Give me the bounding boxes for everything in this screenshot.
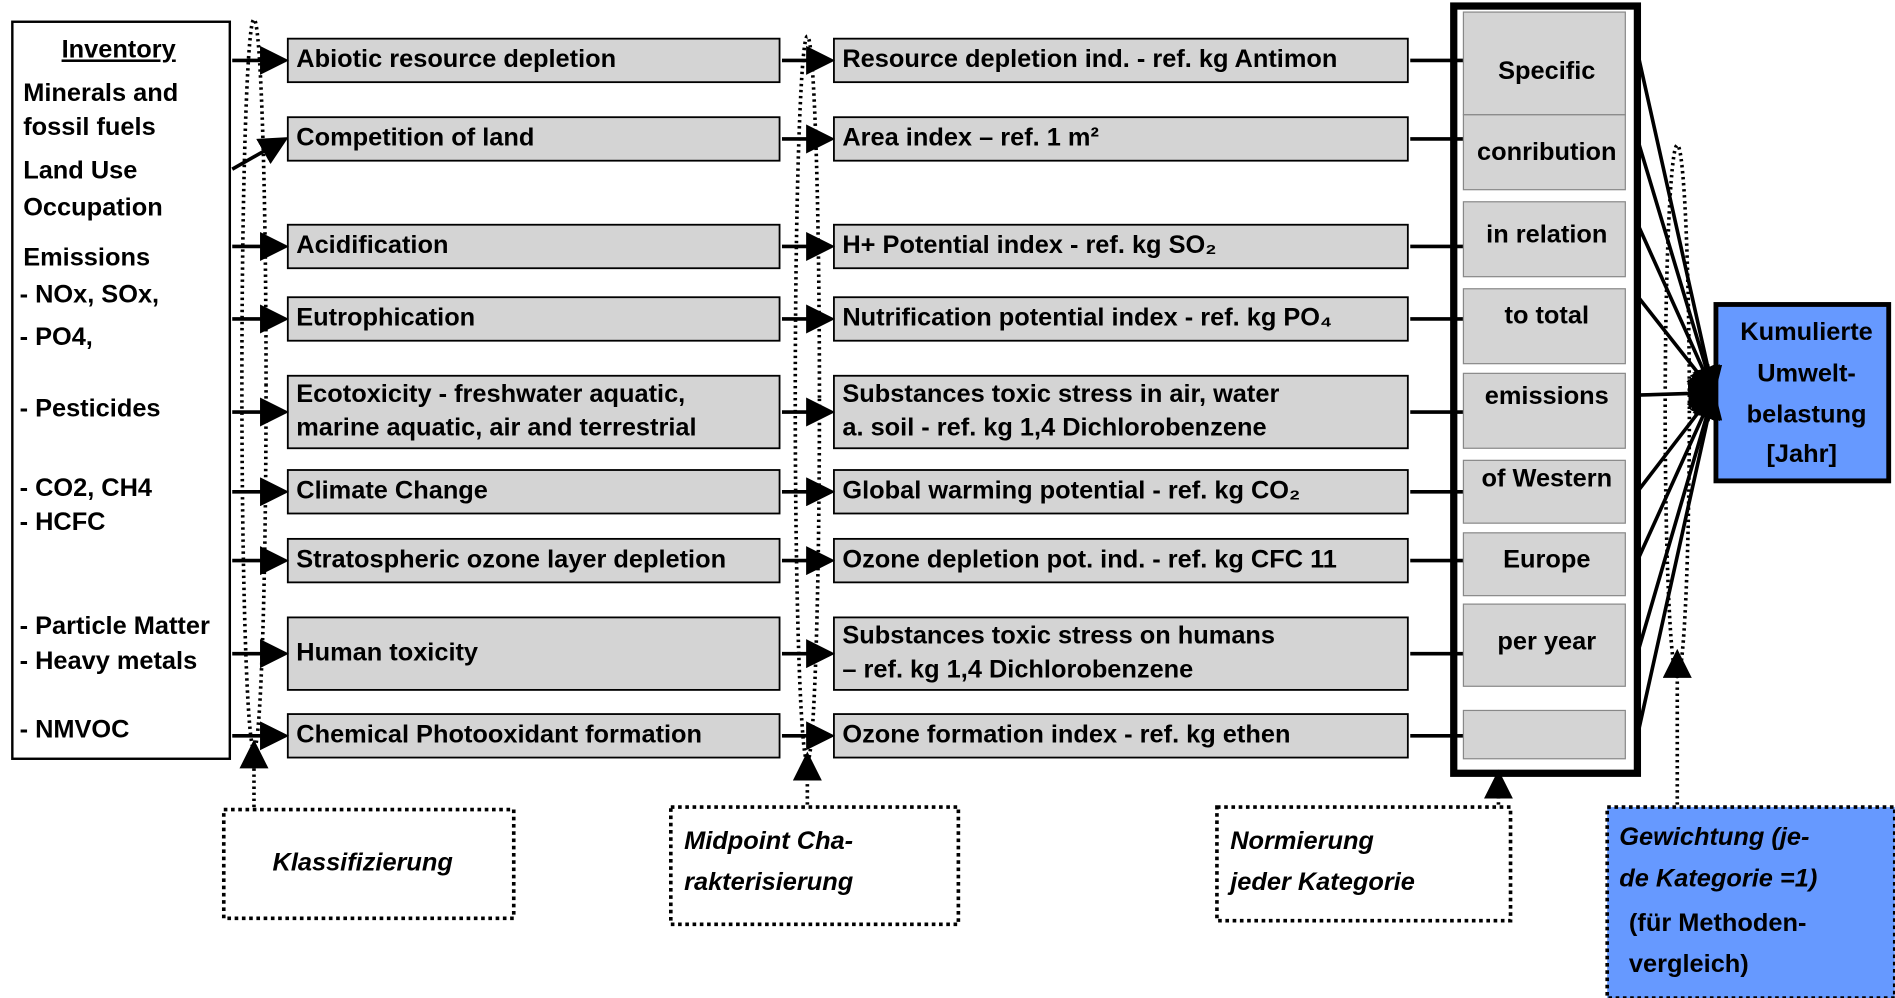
indicator-label: Ozone formation index - ref. kg ethen [842, 721, 1290, 749]
normalization-label: in relation [1486, 220, 1607, 248]
arrow [1635, 51, 1723, 397]
arrow [231, 137, 289, 171]
category-label: Ecotoxicity - freshwater aquatic, [296, 380, 685, 408]
normalization-cell [1462, 709, 1626, 760]
normalization-cell [1462, 532, 1626, 597]
normalization-cell [1462, 11, 1626, 116]
inventory-item: fossil fuels [23, 113, 155, 141]
category-label: marine aquatic, air and terrestrial [296, 414, 696, 442]
step-label: Midpoint Cha- [684, 827, 853, 855]
normalization-cell [1462, 372, 1626, 449]
indicator-box [833, 116, 1409, 162]
inventory-box [11, 20, 232, 760]
result-box [1713, 302, 1892, 484]
step-label: Gewichtung (je- [1619, 823, 1809, 851]
category-box [286, 374, 781, 450]
indicator-label: Nutrification potential index - ref. kg … [842, 304, 1332, 332]
normalization-label: conribution [1477, 138, 1616, 166]
step-label: Normierung [1230, 827, 1374, 855]
normalization-label: Specific [1498, 57, 1595, 85]
indicator-box [833, 296, 1409, 342]
inventory-item: Minerals and [23, 79, 178, 107]
normalization-label: of Western [1481, 464, 1612, 492]
inventory-item: - Heavy metals [20, 647, 198, 675]
step-label: de Kategorie =1) [1619, 864, 1817, 892]
indicator-box [833, 469, 1409, 515]
indicator-box [833, 223, 1409, 270]
normalization-cell [1462, 603, 1626, 687]
result-label: belastung [1747, 400, 1867, 428]
inventory-item: Land Use [23, 156, 137, 184]
arrow [1635, 389, 1723, 737]
category-label: Human toxicity [296, 638, 478, 666]
indicator-box [833, 713, 1409, 759]
inventory-item: - Pesticides [20, 394, 161, 422]
indicator-label: H+ Potential index - ref. kg SO₂ [842, 231, 1216, 259]
category-box [286, 713, 781, 759]
step-box [1215, 805, 1513, 923]
indicator-label: a. soil - ref. kg 1,4 Dichlorobenzene [842, 414, 1266, 442]
indicator-label: Substances toxic stress in air, water [842, 380, 1279, 408]
step-box [221, 807, 516, 921]
category-box [286, 469, 781, 515]
normalization-label: per year [1497, 627, 1596, 655]
arrow [1637, 378, 1718, 408]
indicator-label: Area index – ref. 1 m² [842, 124, 1099, 152]
indicator-label: Global warming potential - ref. kg CO₂ [842, 476, 1300, 504]
inventory-item: - Particle Matter [20, 612, 210, 640]
arrow [1635, 294, 1716, 396]
inventory-item: - HCFC [20, 508, 106, 536]
step-label: Klassifizierung [273, 849, 454, 877]
step-label: jeder Kategorie [1227, 868, 1415, 896]
indicator-box [833, 37, 1409, 84]
inventory-item: - NMVOC [20, 716, 130, 744]
step-box [1605, 805, 1895, 998]
normalization-cell [1462, 459, 1626, 524]
arrow [1635, 389, 1721, 655]
step-note: (für Methoden- [1629, 909, 1806, 937]
indicator-label: Ozone depletion pot. ind. - ref. kg CFC … [842, 545, 1337, 573]
inventory-item: Emissions [23, 243, 150, 271]
step-box [669, 805, 961, 927]
normalization-label: emissions [1485, 382, 1609, 410]
indicator-box [833, 616, 1409, 691]
inventory-item: - PO4, [20, 323, 93, 351]
step-label: rakterisierung [684, 868, 854, 896]
indicator-box [833, 374, 1409, 450]
inventory-title: Inventory [62, 35, 176, 63]
category-box [286, 37, 781, 84]
category-label: Abiotic resource depletion [296, 45, 616, 73]
category-label: Chemical Photooxidant formation [296, 721, 702, 749]
category-label: Eutrophication [296, 304, 475, 332]
inventory-item: - CO2, CH4 [20, 474, 152, 502]
result-label: Umwelt- [1757, 359, 1856, 387]
arrow [1635, 138, 1721, 397]
category-box [286, 116, 781, 162]
indicator-label: – ref. kg 1,4 Dichlorobenzene [842, 655, 1193, 683]
category-box [286, 223, 781, 270]
result-label: Kumulierte [1740, 318, 1872, 346]
category-label: Acidification [296, 231, 448, 259]
indicator-label: Substances toxic stress on humans [842, 621, 1275, 649]
category-box [286, 296, 781, 342]
result-unit: [Jahr] [1766, 440, 1836, 468]
normalization-cell [1462, 114, 1626, 191]
category-label: Climate Change [296, 476, 488, 504]
category-box [286, 537, 781, 584]
inventory-item: Occupation [23, 194, 163, 222]
normalization-box [1450, 2, 1642, 777]
normalization-cell [1462, 201, 1626, 278]
step-note: vergleich) [1629, 950, 1749, 978]
normalization-label: Europe [1503, 545, 1590, 573]
indicator-label: Resource depletion ind. - ref. kg Antimo… [842, 45, 1337, 73]
category-label: Stratospheric ozone layer depletion [296, 545, 726, 573]
category-label: Competition of land [296, 124, 534, 152]
category-box [286, 616, 781, 691]
inventory-item: - NOx, SOx, [20, 281, 160, 309]
normalization-cell [1462, 288, 1626, 365]
normalization-label: to total [1505, 301, 1590, 329]
